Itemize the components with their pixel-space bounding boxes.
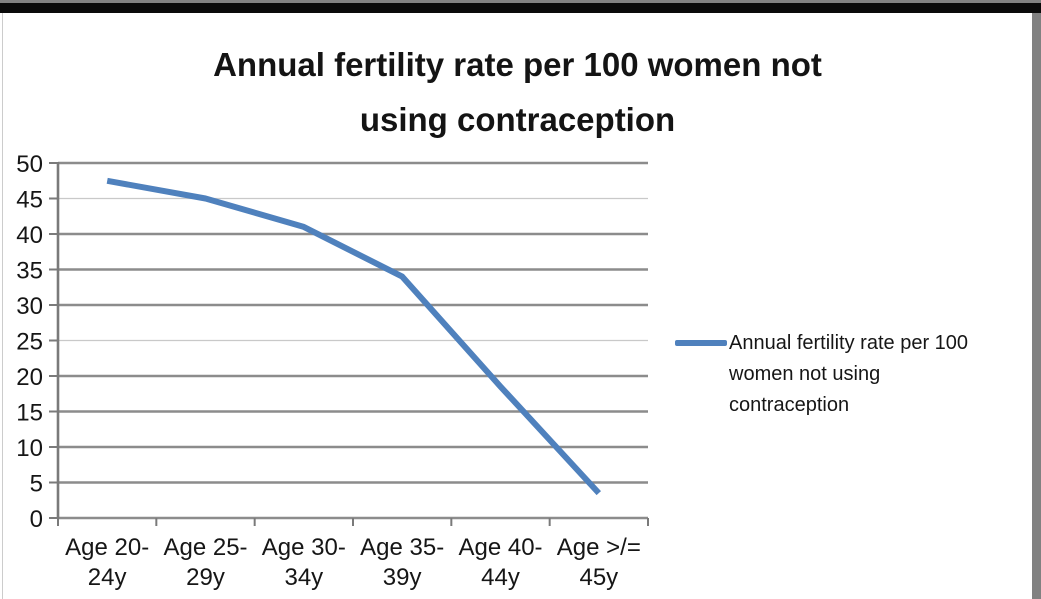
x-axis-labels: Age 20-24y Age 25-29y Age 30-34y Age 35-39y…	[3, 533, 1032, 597]
x-axis-category-label: Age 20-24y	[65, 534, 150, 591]
chart-title: Annual fertility rate per 100 women not …	[3, 37, 1032, 147]
x-axis-category-label: Age 30-34y	[261, 534, 346, 591]
y-tick-label: 0	[30, 506, 43, 533]
y-tick-label: 30	[16, 293, 43, 320]
legend: Annual fertility rate per 100 women not …	[675, 328, 1005, 421]
legend-label: Annual fertility rate per 100 women not …	[729, 332, 969, 416]
x-axis-category-label: Age 40-44y	[458, 534, 543, 591]
right-gray-strip	[1032, 13, 1041, 599]
x-axis-category-label: Age 35-39y	[360, 534, 445, 591]
y-tick-label: 50	[16, 151, 43, 178]
legend-line-marker	[675, 340, 727, 346]
chart-title-line-2: using contraception	[359, 101, 676, 138]
chart-panel: Annual fertility rate per 100 women not …	[3, 13, 1032, 599]
x-axis-category-label: Age 25-29y	[163, 534, 248, 591]
left-border-line	[2, 13, 3, 599]
chart-title-line-1: Annual fertility rate per 100 women not	[213, 46, 822, 83]
top-black-bar	[0, 3, 1041, 13]
y-tick-label: 35	[16, 258, 43, 285]
y-tick-label: 20	[16, 364, 43, 391]
y-tick-label: 5	[30, 471, 43, 498]
y-tick-label: 45	[16, 187, 43, 214]
y-tick-label: 10	[16, 435, 43, 462]
y-tick-label: 25	[16, 329, 43, 356]
x-axis-category-label: Age >/= 45y	[556, 534, 641, 591]
top-gray-strip	[0, 0, 1041, 3]
y-tick-label: 40	[16, 222, 43, 249]
data-line	[106, 177, 602, 496]
y-tick-label: 15	[16, 400, 43, 427]
